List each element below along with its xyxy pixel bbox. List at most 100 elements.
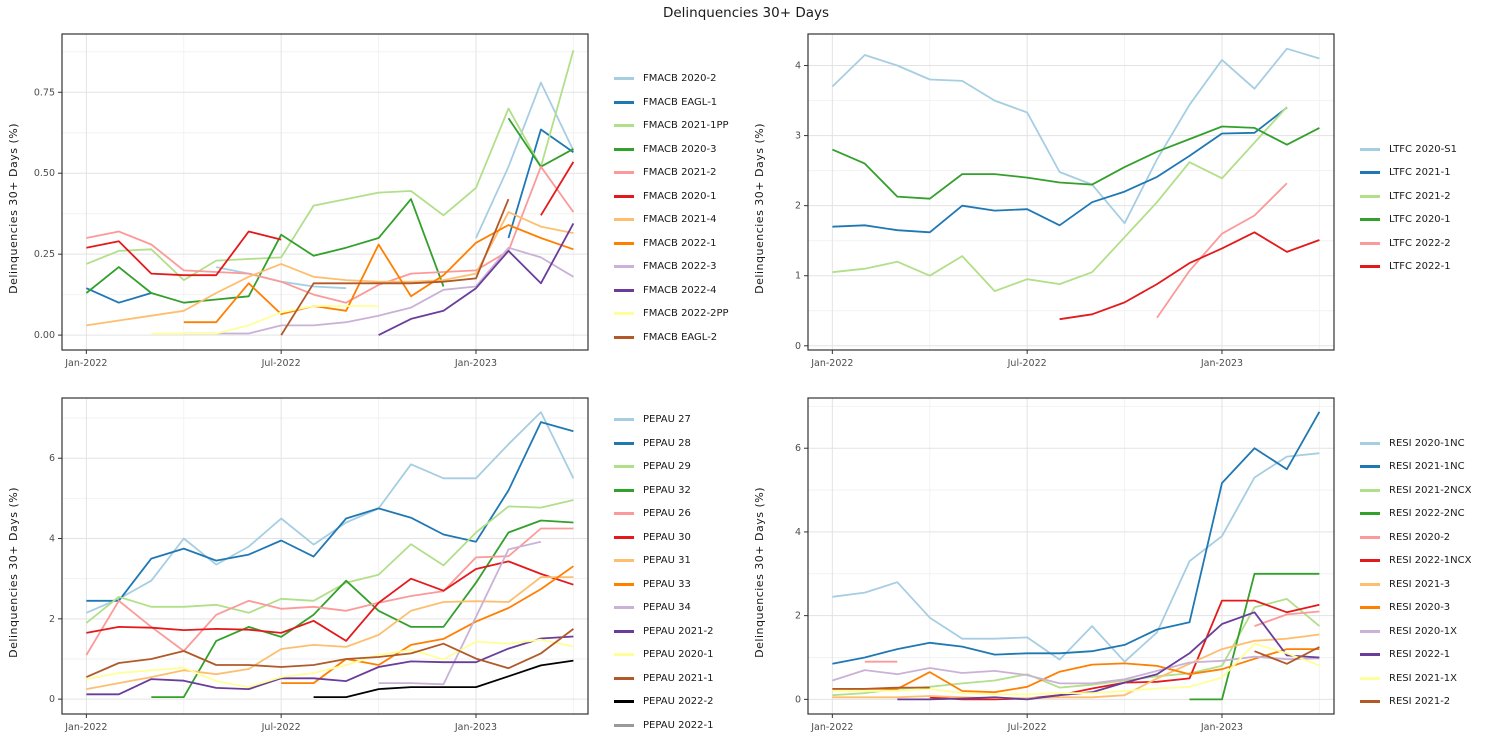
legend-label: FMACB EAGL-1 bbox=[643, 96, 718, 108]
chart-canvas-pepau: Jan-2022 Jul-2022 Jan-2023 0 2 4 6 bbox=[49, 397, 589, 733]
y-axis-title-fmacb: Delinquencies 30+ Days (%) bbox=[6, 122, 20, 294]
legend-item: PEPAU 26 bbox=[614, 502, 746, 526]
series-line-fmacb-2021-1pp bbox=[86, 49, 575, 282]
series-line-ltfc-2021-2 bbox=[832, 106, 1288, 293]
legend-label: LTFC 2021-2 bbox=[1389, 190, 1451, 202]
series-line-fmacb-2022-1 bbox=[183, 224, 574, 324]
legend-key-line bbox=[1360, 147, 1380, 151]
y-axis-tick-label: 2 bbox=[49, 614, 55, 625]
legend-label: PEPAU 34 bbox=[643, 602, 691, 614]
legend-item: FMACB 2020-1 bbox=[614, 185, 746, 209]
y-axis-tick-label: 0.75 bbox=[34, 87, 55, 98]
legend-item: LTFC 2021-1 bbox=[1360, 161, 1492, 185]
plot-area-fmacb: Jan-2022 Jul-2022 Jan-2023 0.00 0.25 0.50 0.75 bbox=[26, 26, 598, 390]
legend-item: FMACB 2020-3 bbox=[614, 138, 746, 162]
series-line-resi-2021-2 bbox=[1254, 646, 1320, 665]
y-axis-tick-label: 4 bbox=[795, 527, 801, 538]
series-line-pepau-26 bbox=[85, 527, 574, 656]
legend-label: LTFC 2022-1 bbox=[1389, 261, 1451, 273]
legend-label: LTFC 2021-1 bbox=[1389, 167, 1451, 179]
series-line-ltfc-2021-1 bbox=[832, 106, 1288, 234]
plot-area-pepau: Jan-2022 Jul-2022 Jan-2023 0 2 4 6 bbox=[26, 390, 598, 755]
y-axis-tick-label: 1 bbox=[795, 271, 801, 282]
legend-item: RESI 2022-1NCX bbox=[1360, 549, 1492, 573]
series-line-fmacb-2022-4 bbox=[378, 222, 575, 336]
y-axis-tick-label: 0 bbox=[49, 694, 55, 705]
series-line-pepau-27 bbox=[86, 411, 575, 614]
legend-item: LTFC 2020-S1 bbox=[1360, 138, 1492, 162]
legend-label: LTFC 2020-1 bbox=[1389, 214, 1451, 226]
legend-key-line bbox=[614, 100, 634, 104]
legend-item: PEPAU 31 bbox=[614, 549, 746, 573]
series-line-fmacb-2022-2pp bbox=[151, 305, 379, 335]
series-line-fmacb-eagl-1 bbox=[86, 287, 152, 304]
legend-item: PEPAU 33 bbox=[614, 573, 746, 597]
legend-item: PEPAU 2022-2 bbox=[614, 690, 746, 714]
legend-label: PEPAU 30 bbox=[643, 531, 691, 543]
legend-item: LTFC 2022-1 bbox=[1360, 255, 1492, 279]
legend-key-line bbox=[614, 512, 634, 516]
series-line-fmacb-eagl-2 bbox=[280, 198, 510, 336]
chart-grid: Delinquencies 30+ Days (%) Jan-2022 Jul-2… bbox=[0, 26, 1492, 755]
series-line-resi-2022-2nc bbox=[1189, 572, 1320, 701]
plot-area-ltfc: Jan-2022 Jul-2022 Jan-2023 0 1 2 3 4 bbox=[772, 26, 1344, 390]
legend-label: RESI 2022-1NCX bbox=[1389, 555, 1472, 567]
legend-key-line bbox=[614, 171, 634, 175]
x-axis-tick-label: Jan-2023 bbox=[1200, 722, 1243, 733]
x-axis-tick-label: Jul-2022 bbox=[261, 722, 301, 733]
legend-label: FMACB 2022-2PP bbox=[643, 308, 729, 320]
x-axis-tick-label: Jan-2023 bbox=[454, 722, 497, 733]
legend-label: FMACB 2022-4 bbox=[643, 284, 717, 296]
panel-border bbox=[61, 33, 589, 351]
legend-item: FMACB 2021-2 bbox=[614, 161, 746, 185]
legend-label: RESI 2022-1 bbox=[1389, 649, 1451, 661]
legend-item: PEPAU 2022-1 bbox=[614, 714, 746, 738]
legend-label: RESI 2021-1NC bbox=[1389, 461, 1465, 473]
chart-pepau: Delinquencies 30+ Days (%) Jan-2022 Jul-2… bbox=[0, 390, 746, 755]
legend-label: PEPAU 2022-2 bbox=[643, 696, 714, 708]
legend-label: FMACB 2021-4 bbox=[643, 214, 717, 226]
chart-resi: Delinquencies 30+ Days (%) Jan-2022 Jul-2… bbox=[746, 390, 1492, 755]
series-line-pepau-2021-2 bbox=[86, 635, 574, 696]
series-line-resi-2020-1nc bbox=[832, 452, 1320, 663]
y-axis-tick-label: 6 bbox=[795, 443, 801, 454]
legend-key-line bbox=[1360, 700, 1380, 704]
series-line-resi-2021-1nc bbox=[832, 411, 1321, 665]
legend-item: RESI 2020-1NC bbox=[1360, 432, 1492, 456]
legend-label: RESI 2021-3 bbox=[1389, 578, 1451, 590]
legend-key-line bbox=[614, 559, 634, 563]
y-axis-tick-label: 0.00 bbox=[34, 330, 55, 341]
legend-key-line bbox=[1360, 512, 1380, 516]
legend-label: RESI 2021-1X bbox=[1389, 672, 1458, 684]
legend-key-line bbox=[1360, 606, 1380, 610]
series-line-ltfc-2020-s1 bbox=[831, 47, 1320, 225]
plot-area-resi: Jan-2022 Jul-2022 Jan-2023 0 2 4 6 bbox=[772, 390, 1344, 755]
y-axis-tick-label: 0.50 bbox=[34, 168, 55, 179]
panel-border bbox=[807, 33, 1335, 351]
legend-key-line bbox=[614, 241, 634, 245]
legend-item: RESI 2022-2NC bbox=[1360, 502, 1492, 526]
legend-item: FMACB EAGL-2 bbox=[614, 326, 746, 350]
series-line-ltfc-2020-1 bbox=[832, 125, 1320, 200]
series-line-pepau-33 bbox=[281, 565, 574, 685]
legend-key-line bbox=[614, 147, 634, 151]
legend-item: RESI 2022-1 bbox=[1360, 643, 1492, 667]
legend-key-line bbox=[614, 77, 634, 81]
x-axis-tick-label: Jul-2022 bbox=[1007, 722, 1047, 733]
chart-canvas-fmacb: Jan-2022 Jul-2022 Jan-2023 0.00 0.25 0.50 0.75 bbox=[34, 33, 589, 369]
legend-key-line bbox=[1360, 653, 1380, 657]
legend-item: RESI 2020-2 bbox=[1360, 526, 1492, 550]
legend-key-line bbox=[1360, 465, 1380, 469]
series-line-ltfc-2022-2 bbox=[1156, 182, 1288, 319]
legend-ltfc: LTFC 2020-S1 LTFC 2021-1 LTFC 2021-2 LTFC 2… bbox=[1344, 26, 1492, 390]
legend-item: RESI 2020-3 bbox=[1360, 596, 1492, 620]
legend-label: PEPAU 2020-1 bbox=[643, 649, 714, 661]
series-line-resi-2020-2 bbox=[1254, 610, 1320, 627]
legend-label: RESI 2022-2NC bbox=[1389, 508, 1465, 520]
legend-label: PEPAU 33 bbox=[643, 578, 691, 590]
legend-key-line bbox=[1360, 535, 1380, 539]
legend-key-line bbox=[1360, 218, 1380, 222]
x-axis-tick-label: Jan-2022 bbox=[64, 722, 107, 733]
legend-item: FMACB 2020-2 bbox=[614, 67, 746, 91]
legend-key-line bbox=[614, 265, 634, 269]
